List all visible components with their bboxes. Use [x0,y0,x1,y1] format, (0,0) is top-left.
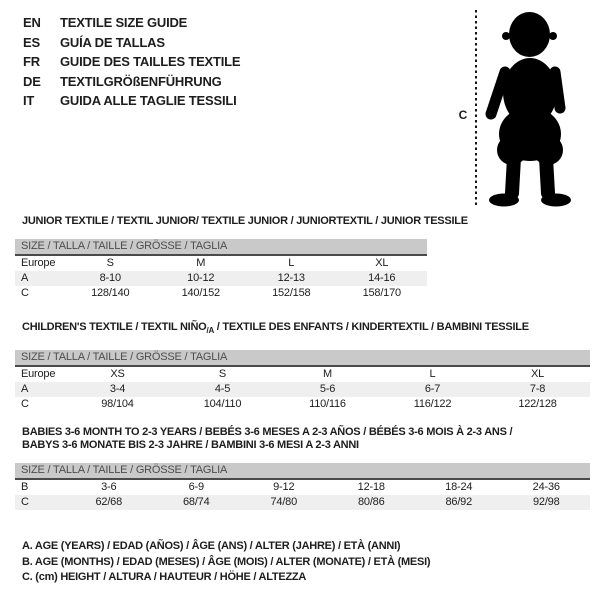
language-title-block: EN TEXTILE SIZE GUIDE ES GUÍA DE TALLAS … [23,13,241,111]
value-cell: 24-36 [532,481,560,493]
language-title: TEXTILGRÖßENFÜHRUNG [60,73,222,89]
language-title: GUIDA ALLE TAGLIE TESSILI [60,93,237,108]
legend-line-b: B. AGE (MONTHS) / EDAD (MESES) / ÂGE (MO… [22,555,431,568]
row-label-cell: Europe [21,257,56,269]
children-size-table: Europe XS S M L XL A 3-4 4-5 5-6 6-7 7-8 C 98/104 104/… [15,367,590,412]
value-cell: 3-4 [109,383,126,396]
size-header-bar: SIZE / TALLA / TAILLE / GRÖSSE / TAGLIA [15,463,590,480]
value-cell: 4-5 [214,383,231,396]
language-row: DE TEXTILGRÖßENFÜHRUNG [23,72,240,92]
value-cell: 92/98 [532,496,560,508]
value-cell: XL [530,368,545,381]
value-cell: M [323,368,332,381]
language-row: FR GUIDE DES TAILLES TEXTILE [23,52,241,72]
babies-size-section: BABIES 3-6 MONTH TO 2-3 YEARS / BEBÉS 3-… [15,426,590,510]
table-row: Europe S M L XL [15,256,427,271]
baby-silhouette [485,12,571,207]
size-header-bar: SIZE / TALLA / TAILLE / GRÖSSE / TAGLIA [15,239,427,256]
junior-size-table: Europe S M L XL A 8-10 10-12 12-13 14-16 C 128/140 1… [15,256,427,301]
height-marker-label: C [458,108,468,122]
value-cell: 80/86 [357,496,385,508]
value-cell: 158/170 [362,287,402,299]
row-label-cell: A [21,383,29,396]
table-row: A 3-4 4-5 5-6 6-7 7-8 [15,382,590,398]
value-cell: 104/110 [203,398,242,411]
section-title-line: BABIES 3-6 MONTH TO 2-3 YEARS / BEBÉS 3-… [22,426,513,438]
language-title: GUIDE DES TAILLES TEXTILE [60,54,241,69]
value-cell: XS [110,368,125,381]
legend-block: A. AGE (YEARS) / EDAD (AÑOS) / ÂGE (ANS)… [22,539,431,586]
language-row: IT GUIDA ALLE TAGLIE TESSILI [23,91,240,111]
value-cell: 68/74 [182,496,210,508]
section-title-line: BABYS 3-6 MONATE BIS 2-3 JAHRE / BAMBINI… [22,439,359,451]
value-cell: 10-12 [187,272,215,284]
language-title: TEXTILE SIZE GUIDE [60,15,188,30]
value-cell: 140/152 [181,287,221,299]
value-cell: 8-10 [99,272,121,284]
language-code: FR [23,54,40,69]
table-row: Europe XS S M L XL [15,367,590,382]
value-cell: 86/92 [445,496,473,508]
row-label-cell: C [21,287,29,299]
legend-line-a: A. AGE (YEARS) / EDAD (AÑOS) / ÂGE (ANS)… [22,540,401,552]
value-cell: 9-12 [273,481,295,493]
value-cell: 12-18 [357,481,385,493]
language-code: DE [23,73,41,89]
row-label-cell: Europe [21,368,56,381]
size-header-bar: SIZE / TALLA / TAILLE / GRÖSSE / TAGLIA [15,350,590,368]
section-title-line: JUNIOR TEXTILE / TEXTIL JUNIOR/ TEXTILE … [22,215,468,227]
value-cell: S [218,368,227,381]
children-section-title: CHILDREN'S TEXTILE / TEXTIL NIÑO/A / TEX… [15,321,590,337]
value-cell: 98/104 [101,398,134,411]
row-label-cell: C [21,398,29,411]
value-cell: 152/158 [272,287,311,299]
children-size-section: CHILDREN'S TEXTILE / TEXTIL NIÑO/A / TEX… [15,321,590,412]
value-cell: 128/140 [91,287,130,299]
value-cell: 116/122 [413,398,452,411]
value-cell: L [429,368,436,381]
value-cell: 122/128 [518,398,557,411]
language-row: EN TEXTILE SIZE GUIDE [23,13,240,33]
row-label-cell: A [21,272,29,284]
row-label-cell: B [21,481,29,493]
row-label-cell: C [21,496,29,508]
value-cell: 6-7 [424,383,441,396]
table-row: C 98/104 104/110 110/116 116/122 122/128 [15,397,590,412]
language-row: ES GUÍA DE TALLAS [23,33,240,53]
value-cell: M [196,257,206,269]
value-cell: XL [375,257,389,269]
value-cell: 12-13 [277,272,305,284]
value-cell: 62/68 [95,496,123,508]
table-row: A 8-10 10-12 12-13 14-16 [15,271,427,286]
value-cell: 110/116 [309,398,346,411]
value-cell: 7-8 [529,383,546,396]
language-title: GUÍA DE TALLAS [60,34,165,50]
language-code: EN [23,15,41,30]
language-code: ES [23,34,40,50]
value-cell: 3-6 [101,481,117,493]
value-cell: 5-6 [319,383,336,396]
section-title-line: CHILDREN'S TEXTILE / TEXTIL NIÑO/A / TEX… [22,321,529,336]
value-cell: L [288,257,295,269]
value-cell: 74/80 [270,496,298,508]
value-cell: 6-9 [188,481,205,493]
babies-size-table: B 3-6 6-9 9-12 12-18 18-24 24-36 C 62/68 68/74 74/… [15,480,590,510]
babies-section-title: BABIES 3-6 MONTH TO 2-3 YEARS / BEBÉS 3-… [15,426,590,452]
value-cell: S [106,257,114,269]
language-code: IT [23,93,35,108]
table-row: C 128/140 140/152 152/158 158/170 [15,286,427,301]
table-row: B 3-6 6-9 9-12 12-18 18-24 24-36 [15,480,590,495]
value-cell: 18-24 [445,481,473,493]
height-dashed-line [475,10,477,208]
junior-size-section: JUNIOR TEXTILE / TEXTIL JUNIOR/ TEXTILE … [15,215,468,301]
legend-line-c: C. (cm) HEIGHT / ALTURA / HAUTEUR / HÖHE… [22,571,307,583]
junior-section-title: JUNIOR TEXTILE / TEXTIL JUNIOR/ TEXTILE … [15,215,468,228]
value-cell: 14-16 [368,272,396,284]
table-row: C 62/68 68/74 74/80 80/86 86/92 92/98 [15,495,590,510]
